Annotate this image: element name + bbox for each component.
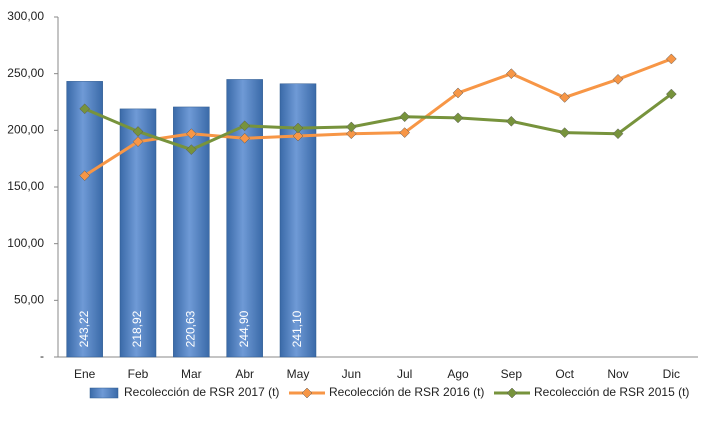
line-marker bbox=[185, 128, 197, 140]
line bbox=[83, 57, 672, 177]
x-tick-label: May bbox=[287, 367, 310, 381]
bar bbox=[66, 81, 103, 358]
line-marker bbox=[79, 170, 91, 182]
line-marker bbox=[185, 144, 197, 155]
y-tick-label: 100,00 bbox=[7, 236, 44, 250]
bar-value-label: 220,63 bbox=[184, 310, 198, 347]
line-marker bbox=[505, 115, 517, 127]
x-tick-label: Dic bbox=[663, 367, 680, 381]
line-marker bbox=[559, 92, 571, 103]
x-tick-label: Jun bbox=[342, 367, 361, 381]
x-tick-label: Jul bbox=[397, 367, 412, 381]
bar-value-label: 244,90 bbox=[237, 310, 251, 347]
x-tick-label: Ene bbox=[74, 367, 96, 381]
line bbox=[84, 92, 673, 152]
line-marker bbox=[345, 121, 357, 133]
line-marker bbox=[399, 111, 411, 123]
legend-label: Recolección de RSR 2015 (t) bbox=[534, 385, 689, 399]
line-marker bbox=[292, 122, 304, 134]
y-tick-label: 250,00 bbox=[7, 66, 44, 80]
legend-swatch bbox=[89, 387, 119, 399]
x-tick-label: Sep bbox=[501, 367, 523, 381]
y-tick-label: 300,00 bbox=[7, 9, 44, 23]
line-marker bbox=[612, 73, 624, 85]
legend-marker bbox=[301, 387, 313, 399]
bar-value-label: 241,10 bbox=[290, 310, 304, 347]
line-marker bbox=[345, 128, 357, 140]
line-marker bbox=[505, 68, 517, 80]
line-marker bbox=[292, 130, 304, 142]
y-tick-label: - bbox=[40, 349, 44, 363]
line-marker bbox=[665, 88, 677, 100]
line-marker bbox=[239, 132, 251, 144]
x-tick-label: Feb bbox=[128, 367, 149, 381]
x-tick-label: Mar bbox=[181, 367, 202, 381]
line-marker bbox=[239, 120, 251, 132]
legend-marker bbox=[506, 387, 518, 399]
x-tick-label: Abr bbox=[235, 367, 254, 381]
y-tick-label: 150,00 bbox=[7, 179, 44, 193]
y-tick-label: 50,00 bbox=[14, 293, 44, 307]
legend-label: Recolección de RSR 2017 (t) bbox=[124, 385, 279, 399]
line-marker bbox=[665, 53, 677, 65]
x-tick-label: Oct bbox=[555, 367, 574, 381]
line-marker bbox=[559, 127, 571, 138]
line-marker bbox=[132, 136, 144, 148]
x-tick-label: Nov bbox=[607, 367, 628, 381]
line-marker bbox=[399, 127, 411, 138]
bar-value-label: 243,22 bbox=[77, 310, 91, 347]
x-tick-label: Ago bbox=[447, 367, 469, 381]
line-marker bbox=[132, 126, 144, 137]
line-marker bbox=[612, 128, 624, 140]
y-tick-label: 200,00 bbox=[7, 123, 44, 137]
legend-label: Recolección de RSR 2016 (t) bbox=[329, 385, 484, 399]
line-marker bbox=[452, 112, 464, 124]
line-marker bbox=[79, 103, 91, 115]
line-marker bbox=[452, 87, 464, 99]
bar-value-label: 218,92 bbox=[130, 310, 144, 347]
